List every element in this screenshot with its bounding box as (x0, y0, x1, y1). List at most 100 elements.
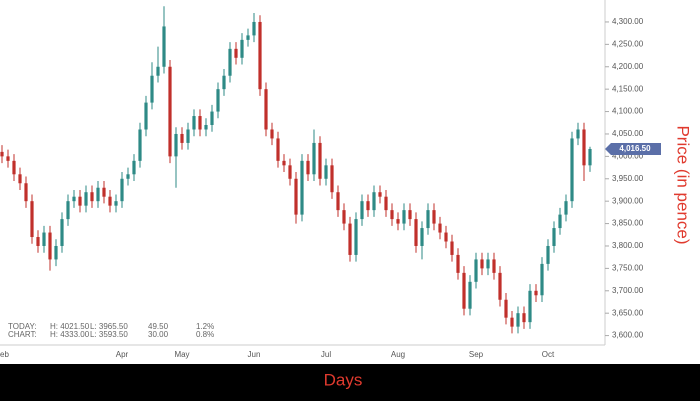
x-axis-label: Days (324, 370, 363, 389)
candle-body (456, 254, 460, 273)
candle-body (438, 223, 442, 233)
candle-body (582, 129, 586, 166)
x-tick-label: Jul (321, 350, 331, 359)
y-tick-label: 3,650.00 (612, 308, 644, 317)
stat-text: L: 3593.50 (90, 330, 128, 339)
candle-body (510, 317, 514, 327)
candle-body (252, 21, 256, 36)
candle-body (102, 187, 106, 197)
candle-body (30, 201, 34, 238)
candle-body (552, 228, 556, 246)
candle-body (0, 151, 4, 157)
candle-body (342, 210, 346, 224)
candle-body (432, 210, 436, 224)
candle-body (18, 174, 22, 184)
candle-body (66, 201, 70, 220)
x-tick-label: Aug (391, 350, 405, 359)
candle-body (216, 89, 220, 112)
candle-body (138, 129, 142, 161)
candle-body (174, 133, 178, 157)
candle-body (144, 102, 148, 130)
candle-body (36, 237, 40, 246)
price-flag (605, 142, 661, 155)
candle-body (534, 290, 538, 296)
candle-body (426, 210, 430, 229)
candle-body (132, 160, 136, 175)
candle-body (420, 228, 424, 246)
candle-body (120, 178, 124, 202)
candle-body (396, 219, 400, 224)
candle-body (372, 192, 376, 211)
candle-body (378, 192, 382, 197)
candle-body (54, 245, 58, 260)
candle-body (480, 259, 484, 269)
y-axis-label: Price (in pence) (674, 125, 693, 244)
candle-body (168, 66, 172, 157)
candle-body (360, 201, 364, 220)
candle-body (288, 165, 292, 179)
candle-body (204, 125, 208, 130)
candle-body (192, 116, 196, 130)
stat-text: 30.00 (148, 330, 169, 339)
candle-body (282, 160, 286, 166)
y-tick-label: 4,200.00 (612, 62, 644, 71)
candle-body (240, 39, 244, 58)
candle-body (78, 196, 82, 206)
candle-body (576, 129, 580, 139)
candle-body (84, 192, 88, 206)
x-tick-label: Oct (542, 350, 555, 359)
candle-body (96, 187, 100, 202)
candle-body (318, 142, 322, 179)
candle-body (468, 281, 472, 309)
x-tick-label: Sep (469, 350, 484, 359)
candle-body (228, 48, 232, 76)
x-tick-label: Apr (116, 350, 129, 359)
candle-body (564, 201, 568, 215)
candle-body (198, 116, 202, 130)
y-tick-label: 3,600.00 (612, 331, 644, 340)
candle-body (42, 232, 46, 246)
candle-body (330, 165, 334, 193)
candle-body (270, 129, 274, 139)
candle-body (294, 178, 298, 215)
candle-body (48, 232, 52, 260)
candle-body (114, 201, 118, 206)
candle-body (348, 223, 352, 255)
candle-body (324, 165, 328, 179)
candle-body (72, 196, 76, 202)
candle-body (150, 75, 154, 103)
candle-body (336, 192, 340, 211)
candle-body (504, 299, 508, 318)
candle-body (528, 290, 532, 323)
candle-body (354, 219, 358, 255)
candle-body (108, 196, 112, 206)
y-tick-label: 3,850.00 (612, 219, 644, 228)
stat-text: 49.50 (148, 322, 169, 331)
stat-text: TODAY: (8, 322, 37, 331)
candle-body (258, 21, 262, 90)
candle-body (186, 129, 190, 143)
candle-body (402, 210, 406, 224)
candle-body (588, 148, 592, 166)
candle-body (180, 133, 184, 143)
y-tick-label: 4,250.00 (612, 39, 644, 48)
candle-body (444, 232, 448, 242)
price-flag-label: 4,016.50 (619, 144, 651, 153)
candle-body (522, 313, 526, 323)
candle-body (234, 48, 238, 58)
stat-text: H: 4333.00 (50, 330, 90, 339)
y-tick-label: 4,100.00 (612, 107, 644, 116)
stat-text: 1.2% (196, 322, 214, 331)
candle-body (60, 219, 64, 246)
candle-body (126, 174, 130, 179)
candle-body (6, 156, 10, 161)
y-tick-label: 3,750.00 (612, 263, 644, 272)
y-tick-label: 3,900.00 (612, 196, 644, 205)
candle-body (498, 272, 502, 300)
candle-body (540, 263, 544, 296)
candle-body (408, 210, 412, 220)
x-tick-label: Jun (248, 350, 261, 359)
candle-body (210, 111, 214, 126)
y-tick-label: 4,150.00 (612, 84, 644, 93)
